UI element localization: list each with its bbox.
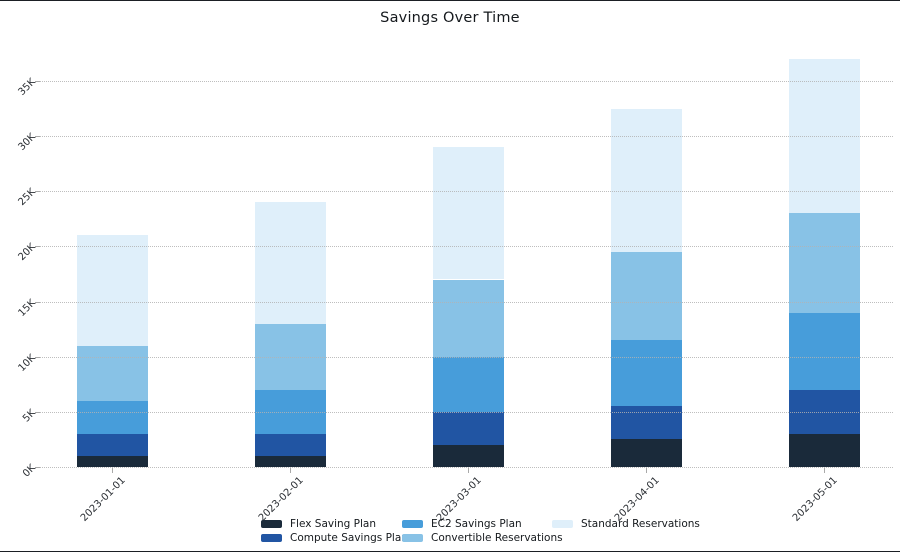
bar-segment-flex-saving-plan[interactable] xyxy=(254,455,326,467)
bar-segment-ec2-savings-plan[interactable] xyxy=(610,340,682,407)
bar-segment-flex-saving-plan[interactable] xyxy=(432,444,504,467)
bar-segment-ec2-savings-plan[interactable] xyxy=(788,312,860,390)
x-tick xyxy=(290,468,291,473)
chart-title: Savings Over Time xyxy=(380,10,520,26)
bar-segment-ec2-savings-plan[interactable] xyxy=(76,400,148,434)
y-tick xyxy=(35,411,40,413)
bar-segment-convertible-reservations[interactable] xyxy=(610,251,682,341)
bar-segment-convertible-reservations[interactable] xyxy=(788,213,860,313)
x-tick xyxy=(112,468,113,473)
y-tick xyxy=(35,81,40,82)
legend-item-ec2-savings-plan[interactable]: EC2 Savings Plan xyxy=(402,517,552,531)
legend-item-compute-savings-plan[interactable]: Compute Savings Plan xyxy=(261,531,408,545)
y-tick xyxy=(35,136,40,138)
bar-segment-convertible-reservations[interactable] xyxy=(76,345,148,401)
bar-segment-compute-savings-plan[interactable] xyxy=(76,433,148,456)
legend-swatch-icon xyxy=(402,520,423,528)
y-tick xyxy=(35,301,40,303)
legend-label: Compute Savings Plan xyxy=(290,532,408,544)
legend-label: Standard Reservations xyxy=(581,518,700,530)
legend-label: EC2 Savings Plan xyxy=(431,518,522,530)
bar-segment-convertible-reservations[interactable] xyxy=(432,279,504,357)
bar-segment-compute-savings-plan[interactable] xyxy=(432,411,504,445)
x-tick xyxy=(468,468,469,473)
legend-item-convertible-reservations[interactable]: Convertible Reservations xyxy=(402,531,563,545)
legend-swatch-icon xyxy=(261,534,282,542)
bar-segment-compute-savings-plan[interactable] xyxy=(788,389,860,434)
legend-item-flex-saving-plan[interactable]: Flex Saving Plan xyxy=(261,517,402,531)
bar-segment-compute-savings-plan[interactable] xyxy=(254,433,326,456)
y-tick xyxy=(35,191,40,193)
legend-label: Convertible Reservations xyxy=(431,532,563,544)
bar-segment-standard-reservations[interactable] xyxy=(788,58,860,214)
x-tick xyxy=(646,468,647,473)
x-tick xyxy=(824,468,825,473)
legend-swatch-icon xyxy=(552,520,573,528)
bar-segment-flex-saving-plan[interactable] xyxy=(76,455,148,467)
chart-legend: Flex Saving Plan Compute Savings Plan EC2 … xyxy=(261,517,782,545)
bar-segment-standard-reservations[interactable] xyxy=(76,235,148,346)
legend-item-standard-reservations[interactable]: Standard Reservations xyxy=(552,517,782,531)
bar-segment-compute-savings-plan[interactable] xyxy=(610,406,682,440)
y-tick xyxy=(35,246,40,248)
bar-segment-flex-saving-plan[interactable] xyxy=(788,433,860,467)
y-tick xyxy=(35,356,40,358)
y-tick xyxy=(35,467,40,468)
legend-swatch-icon xyxy=(261,520,282,528)
bar-segment-flex-saving-plan[interactable] xyxy=(610,439,682,467)
legend-label: Flex Saving Plan xyxy=(290,518,377,530)
bar-segment-ec2-savings-plan[interactable] xyxy=(432,356,504,412)
legend-swatch-icon xyxy=(402,534,423,542)
bar-segment-standard-reservations[interactable] xyxy=(610,108,682,252)
bar-segment-standard-reservations[interactable] xyxy=(432,147,504,280)
bar-segment-standard-reservations[interactable] xyxy=(254,202,326,324)
